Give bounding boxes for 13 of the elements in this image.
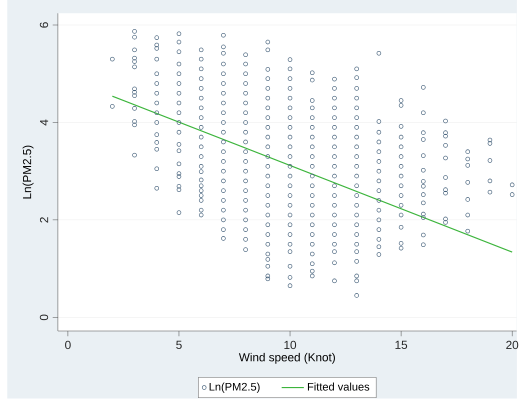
legend-label: Ln(PM2.5) <box>210 382 260 394</box>
x-tick-label: 5 <box>176 341 182 350</box>
legend-label: Fitted values <box>308 382 370 391</box>
x-tick-label: 10 <box>284 341 296 350</box>
x-tick-label: 20 <box>506 341 518 350</box>
x-tick-label: 0 <box>65 341 71 350</box>
x-axis-title: Wind speed (Knot) <box>238 353 335 364</box>
y-tick-label: 4 <box>40 120 48 126</box>
y-tick-label: 2 <box>40 217 48 223</box>
y-tick-label: 6 <box>40 22 48 28</box>
y-tick-label: 0 <box>40 314 48 320</box>
x-tick-label: 15 <box>395 341 408 350</box>
y-axis-title: Ln(PM2.5) <box>22 146 34 199</box>
